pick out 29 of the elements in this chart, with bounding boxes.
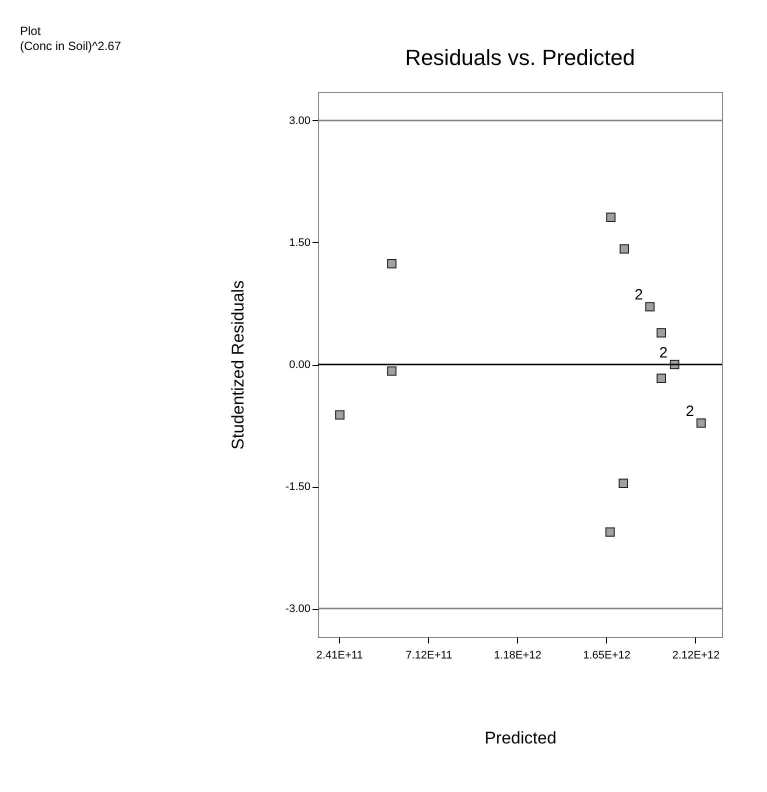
x-tick-label: 7.12E+11: [406, 650, 452, 662]
y-tick-label: -1.50: [285, 481, 310, 494]
y-tick-label: 0.00: [289, 359, 310, 371]
annotation: 2: [659, 344, 668, 362]
point: [656, 374, 666, 384]
x-tick-label: 1.18E+12: [494, 650, 542, 662]
x-tick-label: 1.65E+12: [583, 650, 631, 662]
annotation: 2: [634, 286, 643, 304]
y-tick-label: 3.00: [289, 114, 310, 127]
point: [620, 244, 630, 254]
point: [387, 366, 396, 376]
annotation: 2: [686, 403, 694, 420]
point: [645, 302, 655, 312]
y-tick-label: -3.00: [285, 603, 310, 616]
x-tick-label: 2.41E+11: [316, 650, 363, 662]
text: (Conc in Soil)^2.67: [20, 39, 122, 54]
point: [618, 478, 628, 488]
point: [387, 258, 396, 268]
x-tick-label: 2.12E+12: [672, 650, 720, 662]
y-axis-title: Studentized Residuals: [228, 280, 248, 450]
point: [605, 527, 615, 537]
point: [606, 212, 616, 222]
x-axis-title: Predicted: [484, 728, 556, 748]
point: [656, 328, 666, 338]
point: [696, 418, 706, 428]
text: Plot: [20, 24, 42, 39]
y-tick-label: 1.50: [289, 236, 310, 249]
chart-title: Residuals vs. Predicted: [405, 45, 635, 70]
point: [335, 410, 344, 420]
